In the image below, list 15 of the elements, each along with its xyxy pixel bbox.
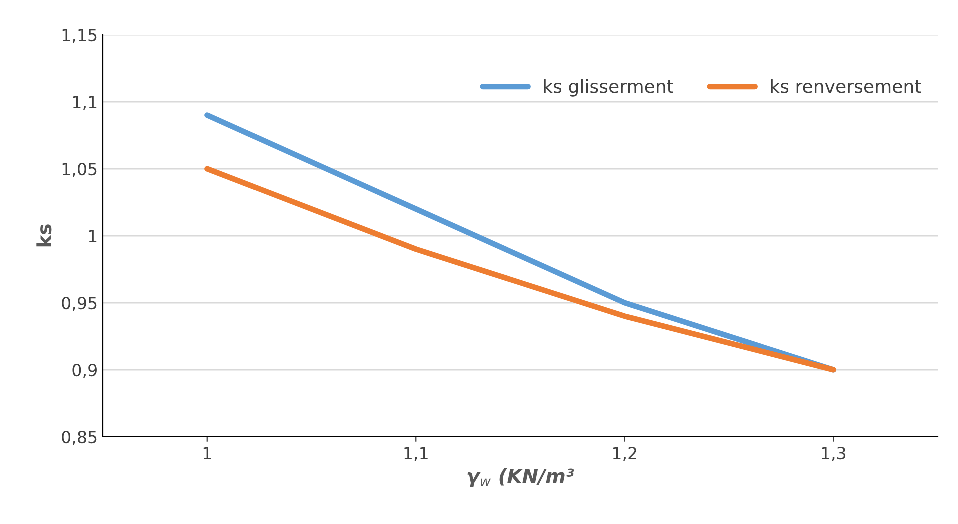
y-tick-label: 1,15 xyxy=(62,29,97,44)
x-axis-title: γ$_{w}$ (KN/m³ xyxy=(468,468,574,488)
legend-label: ks glisserment xyxy=(544,79,674,97)
y-tick-label: 1,1 xyxy=(73,96,97,110)
x-tick-label: 1,1 xyxy=(404,447,428,462)
x-tick-label: 1 xyxy=(204,447,212,460)
x-tick-label: 1,2 xyxy=(613,447,636,462)
legend-label: ks renversement xyxy=(771,79,922,94)
x-tick-label: 1,3 xyxy=(822,447,846,462)
y-tick-label: 0,9 xyxy=(72,364,97,378)
y-axis-title: ks xyxy=(36,224,52,247)
y-tick-label: 0,95 xyxy=(62,296,97,312)
y-tick-label: 1 xyxy=(89,230,97,242)
y-tick-label: 0,85 xyxy=(62,430,97,446)
y-tick-label: 1,05 xyxy=(62,162,97,178)
